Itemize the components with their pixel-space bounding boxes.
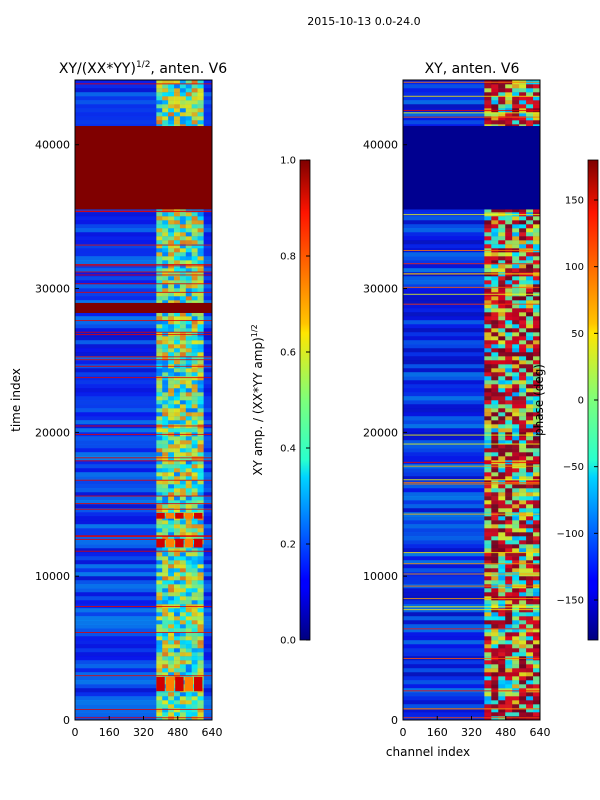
left-y-axis: 0 10000 20000 30000 40000 bbox=[35, 139, 79, 727]
colorbar-tick-label: 0.4 bbox=[280, 444, 296, 455]
x-tick-label: 320 bbox=[461, 726, 482, 739]
x-tick-label: 160 bbox=[427, 726, 448, 739]
colorbar-tick-label: −150 bbox=[557, 596, 584, 607]
left-colorbar-label-main: XY amp. / (XX*YY amp) bbox=[251, 337, 265, 475]
y-tick-label: 20000 bbox=[363, 426, 398, 439]
y-tick-label: 40000 bbox=[35, 139, 70, 152]
colorbar-tick-label: 50 bbox=[571, 329, 584, 340]
right-heatmap-image bbox=[403, 80, 541, 721]
y-tick-label: 10000 bbox=[35, 570, 70, 583]
left-heatmap-panel: XY/(XX*YY)1/2, anten. V6 0 160 320 480 640 0… bbox=[9, 60, 227, 739]
x-tick-label: 640 bbox=[530, 726, 551, 739]
colorbar-tick-label: 0.8 bbox=[280, 252, 296, 263]
left-panel-title: XY/(XX*YY)1/2, anten. V6 bbox=[59, 60, 227, 77]
left-title-rest: , anten. V6 bbox=[150, 61, 227, 77]
y-tick-label: 40000 bbox=[363, 139, 398, 152]
left-colorbar-ticks: 0.0 0.2 0.4 0.6 0.8 1.0 bbox=[280, 156, 310, 647]
colorbar-tick-label: 0.0 bbox=[280, 636, 296, 647]
colorbar-tick-label: 0.6 bbox=[280, 348, 296, 359]
colorbar-tick-label: 100 bbox=[565, 262, 584, 273]
left-x-axis: 0 160 320 480 640 bbox=[72, 716, 223, 739]
colorbar-tick-label: −100 bbox=[557, 529, 584, 540]
left-colorbar-label-exponent: 1/2 bbox=[250, 324, 259, 337]
right-x-axis-label: channel index bbox=[386, 745, 470, 759]
right-heatmap-panel: XY, anten. V6 0 160 320 480 640 0 10000 20000 3… bbox=[363, 61, 551, 759]
x-tick-label: 640 bbox=[202, 726, 223, 739]
right-colorbar-label: phase (deg) bbox=[532, 364, 546, 436]
x-tick-label: 480 bbox=[167, 726, 188, 739]
left-colorbar-label: XY amp. / (XX*YY amp)1/2 bbox=[250, 324, 265, 475]
x-tick-label: 0 bbox=[400, 726, 407, 739]
left-heatmap-image bbox=[75, 80, 212, 721]
left-title-exponent: 1/2 bbox=[136, 60, 150, 70]
y-tick-label: 10000 bbox=[363, 570, 398, 583]
x-tick-label: 480 bbox=[495, 726, 516, 739]
left-colorbar: 0.0 0.2 0.4 0.6 0.8 1.0 XY amp. / (XX*YY amp)… bbox=[250, 156, 311, 647]
right-x-axis: 0 160 320 480 640 bbox=[400, 716, 551, 739]
x-tick-label: 0 bbox=[72, 726, 79, 739]
colorbar-tick-label: −50 bbox=[563, 462, 584, 473]
left-title-main: XY/(XX*YY) bbox=[59, 61, 136, 77]
x-tick-label: 160 bbox=[99, 726, 120, 739]
colorbar-tick-label: 0 bbox=[578, 396, 584, 407]
left-y-axis-label: time index bbox=[9, 368, 23, 432]
right-colorbar: −150 −100 −50 0 50 100 150 phase (deg) bbox=[532, 159, 599, 641]
y-tick-label: 30000 bbox=[363, 283, 398, 296]
y-tick-label: 0 bbox=[391, 714, 398, 727]
y-tick-label: 20000 bbox=[35, 426, 70, 439]
right-colorbar-ticks: −150 −100 −50 0 50 100 150 bbox=[557, 196, 598, 607]
left-colorbar-gradient bbox=[299, 159, 311, 641]
figure-suptitle: 2015-10-13 0.0-24.0 bbox=[307, 15, 420, 28]
y-tick-label: 0 bbox=[63, 714, 70, 727]
colorbar-tick-label: 0.2 bbox=[280, 540, 296, 551]
colorbar-tick-label: 1.0 bbox=[280, 156, 296, 167]
right-y-axis: 0 10000 20000 30000 40000 bbox=[363, 139, 407, 727]
colorbar-tick-label: 150 bbox=[565, 196, 584, 207]
right-panel-title: XY, anten. V6 bbox=[425, 61, 520, 77]
x-tick-label: 320 bbox=[133, 726, 154, 739]
y-tick-label: 30000 bbox=[35, 283, 70, 296]
